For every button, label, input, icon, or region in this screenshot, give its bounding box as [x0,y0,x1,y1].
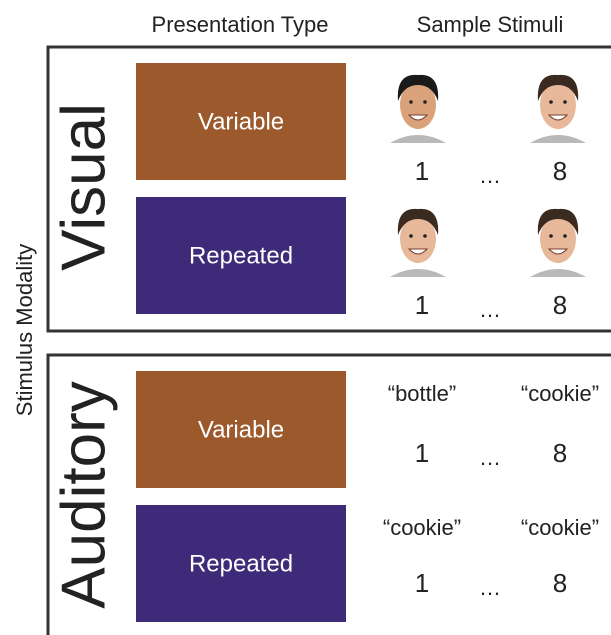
face [540,81,576,129]
column-header: Sample Stimuli [417,12,564,37]
stimulus-index: 8 [553,438,567,468]
stimulus-index: 8 [553,156,567,186]
smile [547,248,569,255]
eye [549,100,553,104]
stimulus-index: 1 [415,568,429,598]
stimulus-word: “cookie” [383,515,461,540]
stimulus-index: 1 [415,156,429,186]
presentation-type: Repeated [189,242,293,269]
eye [549,234,553,238]
smile [407,248,429,255]
presentation-type: Variable [198,416,284,443]
ellipsis: … [479,297,501,322]
face-image [530,208,586,277]
column-header: Presentation Type [152,12,329,37]
face [540,215,576,263]
face [400,215,436,263]
presentation-box [136,371,346,488]
stimulus-index: 1 [415,438,429,468]
visual-panel [46,45,611,333]
hair [537,208,579,235]
shirt [530,135,586,143]
eye [423,100,427,104]
auditory-panel [46,353,611,635]
eye [563,100,567,104]
smile [547,114,569,121]
presentation-type: Repeated [189,550,293,577]
side-label: Stimulus Modality [12,244,37,416]
face-image [390,208,446,277]
presentation-box [136,197,346,314]
stimulus-word: “cookie” [521,381,599,406]
face [400,81,436,129]
presentation-box [136,63,346,180]
face-image [530,74,586,143]
smile [407,114,429,121]
hair [397,74,439,101]
ellipsis: … [479,445,501,470]
presentation-type: Variable [198,108,284,135]
modality-label: Visual [49,103,118,271]
stimulus-word: “cookie” [521,515,599,540]
stimulus-index: 1 [415,290,429,320]
face-image [390,74,446,143]
stimulus-word: “bottle” [388,381,456,406]
eye [423,234,427,238]
shirt [530,269,586,277]
eye [409,234,413,238]
ellipsis: … [479,575,501,600]
hair [537,74,579,101]
stimulus-index: 8 [553,290,567,320]
presentation-box [136,505,346,622]
shirt [390,269,446,277]
eye [563,234,567,238]
shirt [390,135,446,143]
modality-label: Auditory [49,381,118,608]
stimulus-index: 8 [553,568,567,598]
ellipsis: … [479,163,501,188]
hair [397,208,439,235]
eye [409,100,413,104]
